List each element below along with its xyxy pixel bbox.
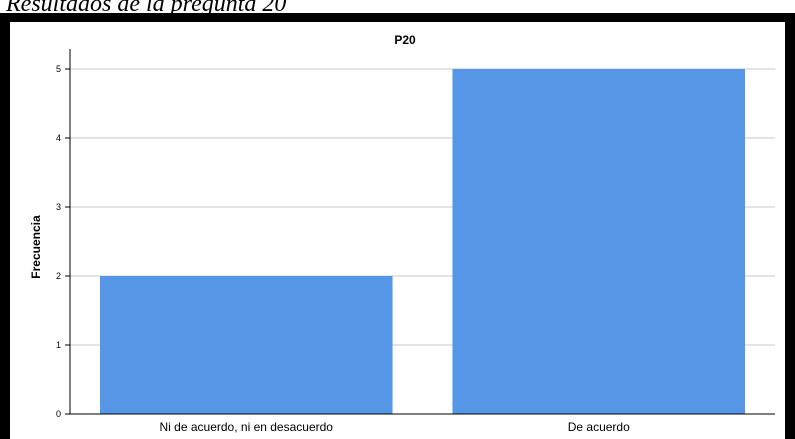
y-tick-label-1: 1 (56, 340, 61, 350)
y-tick-label-2: 2 (56, 271, 61, 281)
bars (99, 69, 746, 414)
y-axis-title: Frecuencia (29, 215, 43, 279)
x-category-label-1: De acuerdo (568, 420, 630, 434)
chart-container: 0 1 2 3 4 5 Ni de acuerdo, ni en desacuerdo De … (10, 22, 785, 439)
axes: 0 1 2 3 4 5 Ni de acuerdo, ni en desacuerdo De … (56, 49, 775, 434)
y-tick-label-5: 5 (56, 64, 61, 74)
y-tick-label-4: 4 (56, 133, 61, 143)
bar-chart: 0 1 2 3 4 5 Ni de acuerdo, ni en desacuerdo De … (29, 33, 775, 434)
x-category-label-0: Ni de acuerdo, ni en desacuerdo (160, 420, 334, 434)
chart-title: P20 (394, 33, 416, 47)
bar-1 (452, 69, 746, 414)
y-tick-label-3: 3 (56, 202, 61, 212)
y-tick-label-0: 0 (56, 409, 61, 419)
figure-caption: Resultados de la pregunta 20 (6, 0, 287, 17)
bar-0 (99, 276, 393, 414)
